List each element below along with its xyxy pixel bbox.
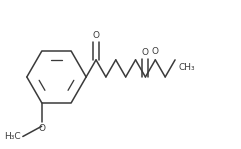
Text: H₃C: H₃C — [4, 132, 21, 141]
Text: CH₃: CH₃ — [178, 63, 195, 72]
Text: O: O — [152, 47, 159, 56]
Text: O: O — [142, 48, 149, 57]
Text: O: O — [38, 124, 45, 133]
Text: O: O — [93, 31, 100, 40]
